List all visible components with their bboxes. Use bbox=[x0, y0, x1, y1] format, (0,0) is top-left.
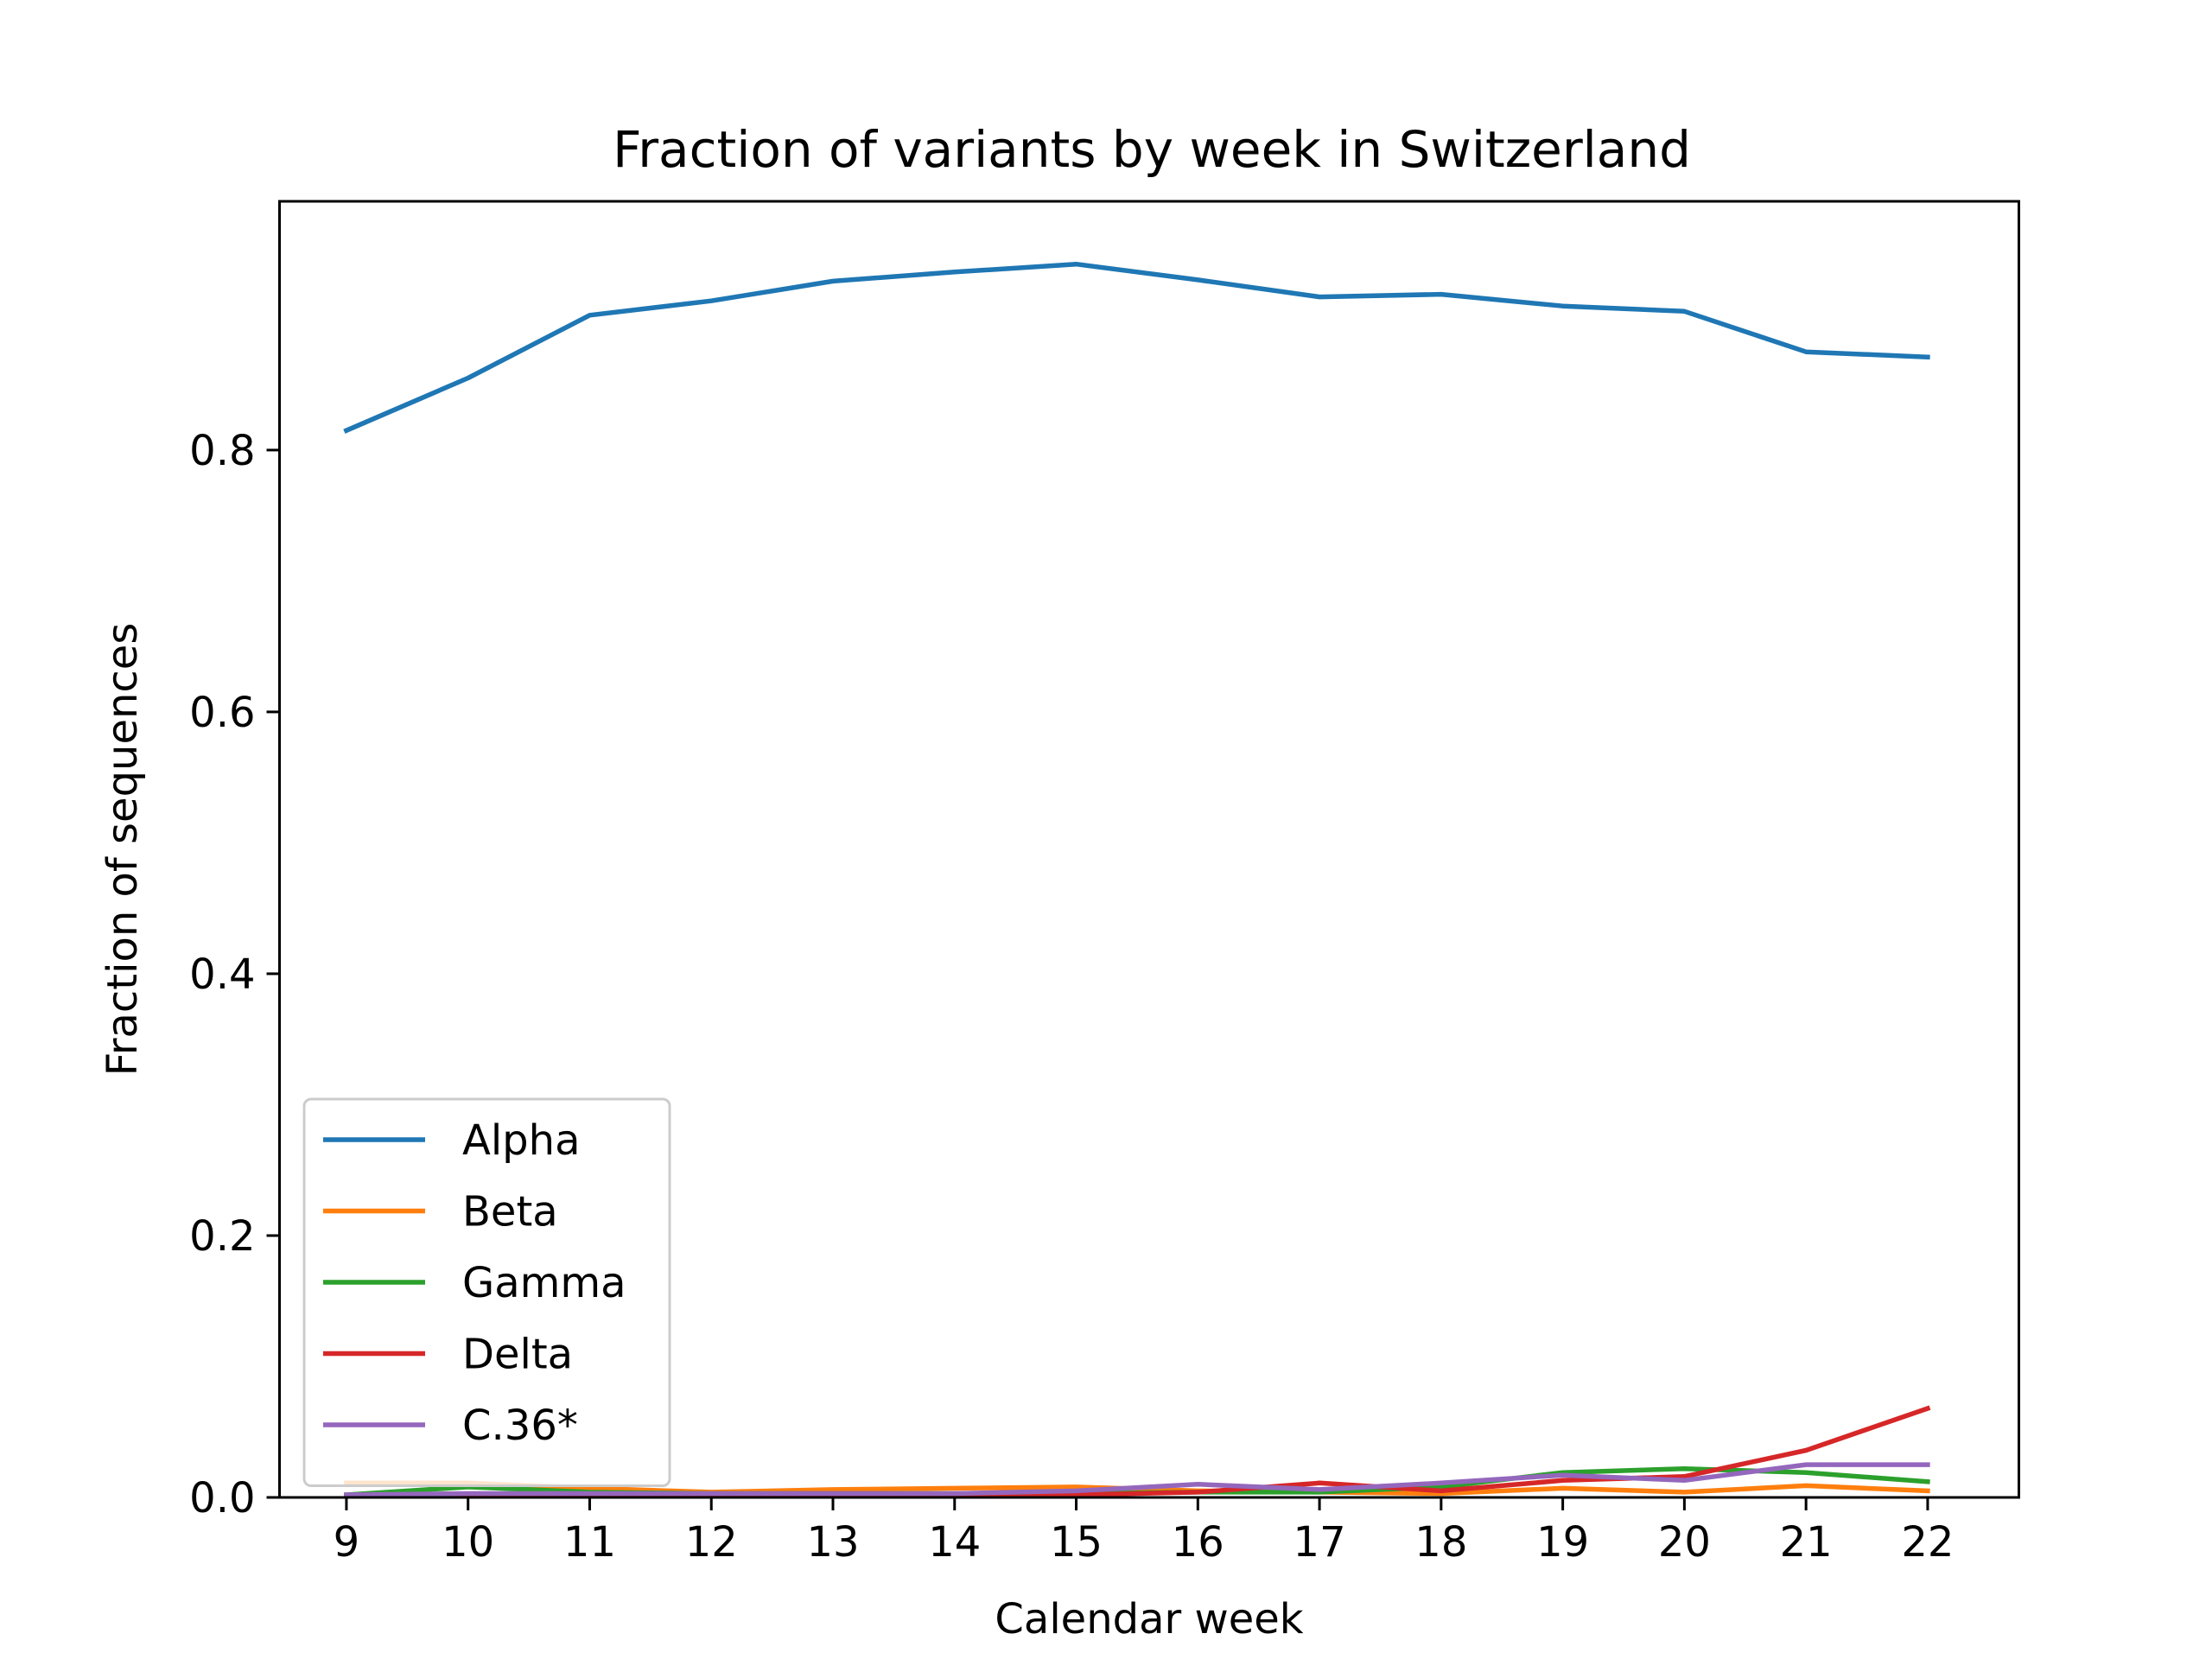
series-line-alpha bbox=[343, 261, 1930, 434]
x-axis: 9 10 11 12 13 14 15 16 17 18 19 20 21 22 bbox=[334, 1497, 1954, 1567]
y-tick-label: 0.6 bbox=[189, 689, 255, 737]
plot-frame bbox=[278, 200, 2020, 1499]
legend: Alpha Beta Gamma Delta C.36* bbox=[302, 1097, 671, 1487]
y-tick-label: 0.0 bbox=[189, 1474, 255, 1522]
x-tick-label: 12 bbox=[685, 1518, 738, 1567]
x-tick-label: 18 bbox=[1414, 1518, 1467, 1567]
x-tick-label: 14 bbox=[928, 1518, 981, 1567]
x-tick-label: 9 bbox=[334, 1518, 360, 1567]
chart-title: Fraction of variants by week in Switzerl… bbox=[613, 120, 1691, 179]
legend-label: Gamma bbox=[462, 1259, 626, 1307]
x-tick-label: 13 bbox=[806, 1518, 859, 1567]
legend-box bbox=[302, 1097, 671, 1487]
x-tick-label: 17 bbox=[1294, 1518, 1346, 1567]
x-axis-label: Calendar week bbox=[995, 1595, 1303, 1643]
x-tick-label: 20 bbox=[1658, 1518, 1711, 1567]
x-tick-label: 10 bbox=[442, 1518, 494, 1567]
legend-label: C.36* bbox=[462, 1402, 578, 1450]
y-tick-label: 0.2 bbox=[189, 1212, 255, 1261]
y-axis: 0.0 0.2 0.4 0.6 0.8 bbox=[189, 427, 280, 1522]
x-tick-label: 21 bbox=[1780, 1518, 1833, 1567]
legend-label: Delta bbox=[462, 1331, 573, 1379]
y-axis-label: Fraction of sequences bbox=[99, 623, 147, 1077]
x-tick-label: 16 bbox=[1172, 1518, 1224, 1567]
x-tick-label: 22 bbox=[1901, 1518, 1954, 1567]
y-tick-label: 0.4 bbox=[189, 950, 255, 999]
legend-label: Beta bbox=[462, 1188, 558, 1236]
y-tick-label: 0.8 bbox=[189, 427, 255, 475]
x-tick-label: 11 bbox=[563, 1518, 616, 1567]
series-line-c-36 bbox=[344, 1462, 1930, 1497]
x-tick-label: 19 bbox=[1536, 1518, 1589, 1567]
legend-label: Alpha bbox=[462, 1116, 580, 1165]
x-tick-label: 15 bbox=[1050, 1518, 1103, 1567]
